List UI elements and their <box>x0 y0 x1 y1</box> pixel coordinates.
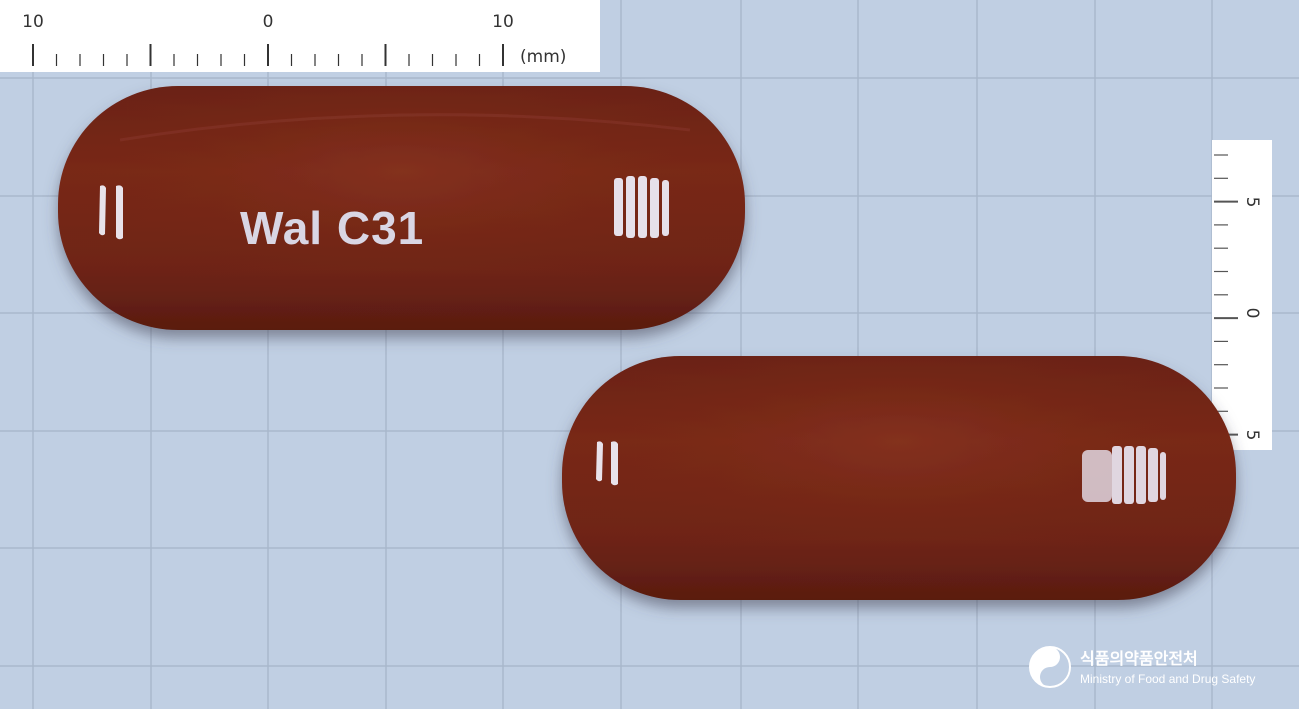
mfds-logo: 식품의약품안전처 Ministry of Food and Drug Safet… <box>1029 646 1255 688</box>
right-ruler-label-bottom: 5 <box>1242 430 1262 441</box>
right-ruler-label-center: 0 <box>1242 308 1262 319</box>
top-ruler: 10 0 10 (mm) <box>0 0 600 72</box>
capsule-back <box>562 356 1236 600</box>
top-ruler-label-center: 0 <box>263 12 274 32</box>
unit-label: (mm) <box>520 47 566 67</box>
capsule-front: Wal C31 <box>58 86 745 330</box>
right-ruler-label-top: 5 <box>1242 197 1262 208</box>
seam-highlight-left <box>99 185 123 240</box>
agency-emblem-icon <box>1029 646 1071 688</box>
seam-highlight-left <box>596 441 618 486</box>
top-ruler-label-right: 10 <box>492 12 514 32</box>
agency-name-korean: 식품의약품안전처 <box>1080 649 1198 668</box>
agency-name-english: Ministry of Food and Drug Safety <box>1080 672 1255 686</box>
light-reflection-right <box>1082 446 1166 504</box>
light-reflection-right <box>614 176 669 238</box>
top-ruler-label-left: 10 <box>22 12 44 32</box>
right-ruler: 5 0 5 <box>1212 140 1272 450</box>
capsule-imprint: Wal C31 <box>240 202 424 254</box>
